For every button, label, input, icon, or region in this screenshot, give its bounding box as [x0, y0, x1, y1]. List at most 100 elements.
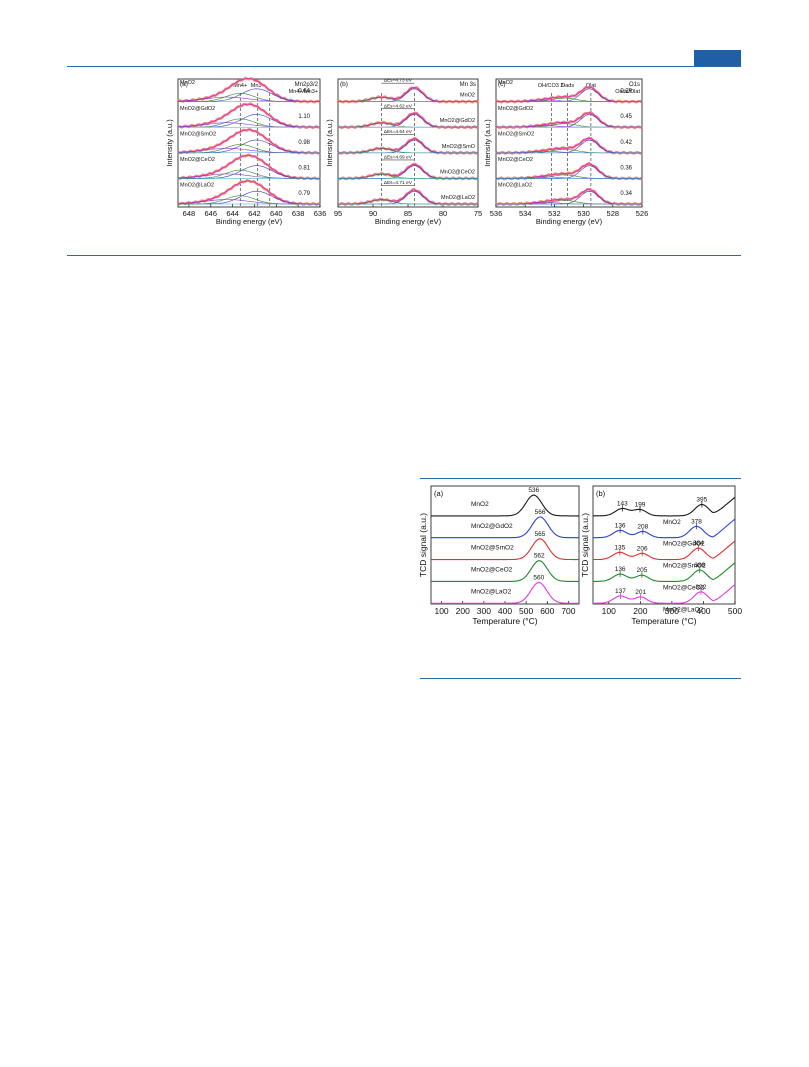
xps-x-tick-label: 532 — [548, 209, 561, 218]
tpr-series-line — [431, 494, 579, 517]
xps-ratio-value: 0.64 — [298, 89, 310, 95]
xps-sample-label: MnO2@CeO2 — [498, 157, 533, 163]
tpr-peak-label: 201 — [635, 589, 646, 596]
xps-x-tick-label: 534 — [519, 209, 532, 218]
xps-x-tick-label: 636 — [314, 209, 327, 218]
tpr-series-name: MnO2@CeO2 — [663, 584, 705, 591]
xps-sample-label: MnO2@GdO2 — [180, 106, 215, 112]
tpr-peak-label: 137 — [615, 588, 626, 595]
xps-sample-label: MnO2 — [460, 93, 475, 99]
xps-peak-label: Mn3+ — [251, 83, 265, 89]
xps-panel-1: 648 646 644 642 640 638 636 Binding energy (eV)… — [165, 76, 327, 226]
xps-delta-label: ΔEs=4.73 eV — [384, 78, 413, 84]
xps-sample-label: MnO2 — [180, 80, 195, 86]
xps-ratio-value: 0.81 — [298, 165, 310, 171]
xps-sample-label: MnO2 — [498, 80, 513, 86]
xps-ratio-value: 0.45 — [620, 114, 632, 120]
xps-panel-2: 95 90 85 80 75 Binding energy (eV) Intensity (… — [325, 78, 482, 226]
xps-core-level-label: Mn2p3/2 — [295, 82, 319, 88]
xps-core-level-label: Mn 3s — [460, 82, 476, 88]
tpr-x-tick-label: 300 — [477, 606, 491, 616]
tpr-peak-label: 560 — [533, 575, 544, 582]
tpr-peak-label: 206 — [637, 545, 648, 552]
tpr-peak-label: 536 — [528, 487, 539, 494]
xps-panel-label: (b) — [340, 81, 348, 88]
xps-ratio-value: 0.36 — [620, 165, 632, 171]
xps-delta-label: ΔEs=4.64 eV — [384, 129, 413, 135]
tpr-panel-2: 100 200 300 400 500 Temperature (°C) TCD signa… — [580, 485, 742, 626]
xps-delta-label: ΔEs=4.71 eV — [384, 180, 413, 186]
tpr-series-line — [592, 540, 736, 561]
xps-ratio-value: 0.42 — [620, 140, 632, 146]
tpr-figure: 100 200 300 400 500 600 700 Temperature (°C) TCD… — [418, 485, 742, 626]
xps-core-level-label: O1s — [629, 82, 640, 88]
xps-x-tick-label: 640 — [270, 209, 283, 218]
xps-sample-label: MnO2@LaO2 — [441, 195, 475, 201]
xps-panel-label: (c) — [498, 81, 506, 88]
tpr-peak-label: 378 — [691, 518, 702, 525]
xps-sample-label: MnO2@GdO2 — [498, 106, 533, 112]
tpr-series-line — [431, 581, 579, 604]
tpr-x-tick-label: 500 — [519, 606, 533, 616]
xps-x-tick-label: 644 — [226, 209, 239, 218]
tpr-series-name: MnO2@GdO2 — [471, 523, 513, 530]
xps-ratio-header: Oads/Olat — [615, 89, 640, 95]
xps-sample-label: MnO2@SmO — [442, 144, 476, 150]
header-tab — [694, 50, 741, 66]
tpr-x-tick-label: 700 — [561, 606, 575, 616]
tpr-series-name: MnO2@LaO2 — [471, 588, 512, 595]
tpr-x-axis-label: Temperature (°C) — [631, 616, 696, 626]
header-rule — [67, 66, 741, 67]
tpr-series-name: MnO2 — [663, 519, 681, 526]
figure-rule-top — [67, 255, 741, 256]
xps-delta-label: ΔEs=4.62 eV — [384, 103, 413, 109]
tpr-series-line — [592, 496, 736, 517]
tpr-panel-frame — [430, 485, 580, 605]
xps-ratio-header: Mn4+/Mn3+ — [289, 89, 318, 95]
tpr-peak-label: 384 — [693, 540, 704, 547]
xps-sample-label: MnO2@CeO2 — [180, 157, 215, 163]
tpr-x-tick-label: 100 — [434, 606, 448, 616]
xps-y-axis-label: Intensity (a.u.) — [325, 119, 334, 167]
xps-sample-label: MnO2@LaO2 — [180, 183, 214, 189]
xps-x-tick-label: 530 — [577, 209, 590, 218]
tpr-x-tick-label: 400 — [498, 606, 512, 616]
tpr-panel-1: 100 200 300 400 500 600 700 Temperature (°C) TCD… — [418, 485, 580, 626]
tpr-series-name: MnO2@SmO2 — [471, 545, 514, 552]
xps-x-axis-label: Binding energy (eV) — [216, 217, 283, 226]
tpr-x-axis-label: Temperature (°C) — [472, 616, 537, 626]
tpr-y-axis-label: TCD signal (a.u.) — [418, 513, 428, 577]
xps-ratio-value: 0.79 — [298, 191, 310, 197]
tpr-panel-label: (a) — [434, 489, 444, 498]
tpr-peak-label: 388 — [694, 562, 705, 569]
tpr-x-tick-label: 400 — [696, 606, 710, 616]
xps-x-tick-label: 646 — [205, 209, 218, 218]
tpr-peak-label: 565 — [534, 531, 545, 538]
tpr-series-line — [593, 518, 736, 539]
xps-ratio-value: 1.10 — [298, 114, 310, 120]
xps-x-tick-label: 536 — [490, 209, 503, 218]
xps-sample-label: MnO2@CeO2 — [440, 169, 475, 175]
tpr-peak-label: 395 — [696, 496, 707, 503]
tpr-x-tick-label: 600 — [540, 606, 554, 616]
xps-panel-3: 536 534 532 530 528 526 Binding energy (eV) Int… — [483, 78, 648, 226]
xps-sample-label: MnO2@SmO2 — [180, 131, 216, 137]
xps-x-tick-label: 95 — [334, 209, 342, 218]
xps-x-tick-label: 80 — [439, 209, 447, 218]
xps-sample-label: MnO2@SmO2 — [498, 131, 534, 137]
tpr-x-tick-label: 300 — [665, 606, 679, 616]
tpr-series-line — [431, 516, 579, 539]
tpr-peak-label: 135 — [614, 544, 625, 551]
tpr-series-name: MnO2@CeO2 — [471, 567, 513, 574]
tpr-series-line — [431, 538, 579, 561]
tpr-peak-label: 205 — [636, 567, 647, 574]
xps-x-tick-label: 638 — [292, 209, 305, 218]
xps-x-axis-label: Binding energy (eV) — [375, 217, 442, 226]
xps-x-tick-label: 648 — [183, 209, 196, 218]
xps-x-tick-label: 75 — [474, 209, 482, 218]
tpr-x-tick-label: 100 — [602, 606, 616, 616]
xps-sample-label: MnO2@LaO2 — [498, 183, 532, 189]
xps-ratio-value: 0.98 — [298, 140, 310, 146]
tpr-x-tick-label: 200 — [633, 606, 647, 616]
figure2-rule-bottom — [420, 678, 741, 679]
